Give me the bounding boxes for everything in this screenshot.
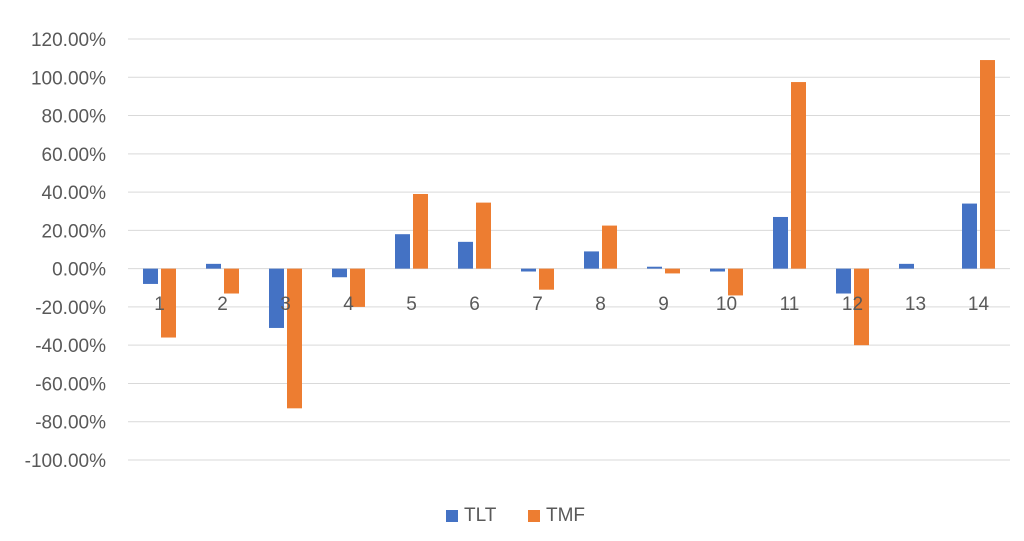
bars [143, 60, 995, 409]
x-tick-label: 5 [406, 294, 417, 315]
x-tick-label: 13 [905, 294, 926, 315]
bar-tlt-13 [899, 263, 914, 269]
bar-tmf-9 [665, 268, 680, 274]
bar-tmf-8 [602, 225, 617, 269]
x-tick-label: 7 [532, 294, 543, 315]
y-tick-label: -40.00% [35, 336, 106, 357]
bar-tlt-3 [269, 268, 284, 328]
bar-tmf-11 [791, 82, 806, 269]
bar-tmf-14 [980, 60, 995, 269]
x-tick-label: 2 [217, 294, 228, 315]
bar-tlt-10 [710, 268, 725, 272]
y-tick-label: 40.00% [42, 183, 107, 204]
bar-tmf-12 [854, 268, 869, 346]
bar-tlt-4 [332, 268, 347, 278]
bar-tlt-9 [647, 266, 662, 269]
bar-tmf-2 [224, 268, 239, 294]
bar-tlt-12 [836, 268, 851, 294]
bar-tmf-7 [539, 268, 554, 290]
x-tick-label: 10 [716, 294, 737, 315]
y-tick-label: 100.00% [31, 68, 106, 89]
x-tick-label: 8 [595, 294, 606, 315]
x-tick-label: 14 [968, 294, 990, 315]
y-tick-label: 120.00% [31, 30, 106, 51]
legend-swatch-tlt [446, 510, 458, 522]
legend: TLT TMF [446, 505, 585, 526]
bar-tlt-2 [206, 263, 221, 269]
bar-tlt-6 [458, 241, 473, 269]
legend-swatch-tmf [528, 510, 540, 522]
x-tick-label: 3 [280, 294, 291, 315]
y-tick-label: 0.00% [52, 260, 106, 281]
gridlines [128, 38, 1010, 461]
bar-tlt-8 [584, 251, 599, 269]
bar-tmf-4 [350, 268, 365, 307]
legend-label-tlt: TLT [464, 505, 497, 526]
bar-tlt-14 [962, 203, 977, 269]
y-tick-label: 20.00% [42, 221, 107, 242]
y-axis-tick-labels: 120.00% 100.00% 80.00% 60.00% 40.00% 20.00% 0.… [25, 30, 106, 472]
bar-tlt-1 [143, 268, 158, 284]
x-axis-tick-labels: 1 2 3 4 5 6 7 8 9 10 11 12 13 14 [154, 294, 989, 315]
bar-tlt-7 [521, 268, 536, 272]
bar-tmf-1 [161, 268, 176, 338]
x-tick-label: 1 [154, 294, 165, 315]
y-tick-label: 60.00% [42, 145, 107, 166]
y-tick-label: -80.00% [35, 413, 106, 434]
x-tick-label: 9 [658, 294, 669, 315]
legend-label-tmf: TMF [546, 505, 585, 526]
bar-tmf-6 [476, 202, 491, 269]
x-tick-label: 12 [842, 294, 863, 315]
x-tick-label: 11 [780, 294, 800, 315]
y-tick-label: -60.00% [35, 374, 106, 395]
bar-tlt-11 [773, 216, 788, 269]
bar-tmf-10 [728, 268, 743, 296]
y-tick-label: -20.00% [35, 298, 106, 319]
y-tick-label: 80.00% [42, 107, 107, 128]
bar-tmf-5 [413, 194, 428, 269]
bar-tmf-3 [287, 268, 302, 409]
y-tick-label: -100.00% [25, 451, 106, 472]
x-tick-label: 4 [343, 294, 354, 315]
x-tick-label: 6 [469, 294, 480, 315]
bar-tlt-5 [395, 234, 410, 269]
